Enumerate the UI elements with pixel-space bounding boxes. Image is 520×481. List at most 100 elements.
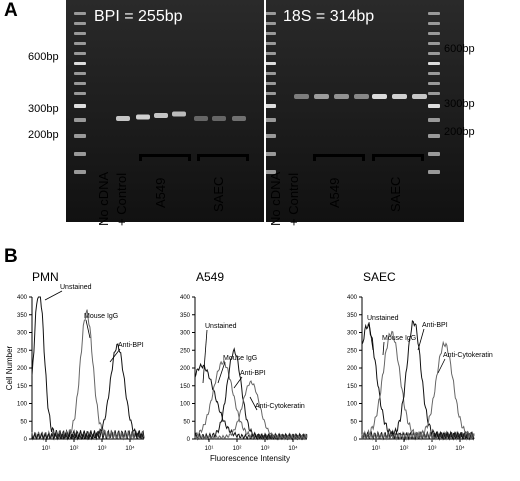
annotation-arrow (437, 358, 446, 374)
annotation-label: Unstained (367, 315, 399, 322)
bpi-band (232, 116, 246, 121)
histogram-curve (361, 320, 475, 441)
x-tick-label: 10¹ (372, 446, 381, 452)
annotation-arrow (85, 319, 91, 339)
y-tick-label: 150 (347, 384, 358, 390)
x-tick-label: 10¹ (42, 446, 51, 452)
annotation-arrow (44, 290, 63, 301)
y-tick-label: 400 (347, 295, 358, 301)
bpi-band (154, 113, 168, 118)
bracket-a549-left (139, 154, 191, 161)
annotation-arrow (109, 348, 121, 363)
ladder-label-200-right: 200bp (444, 126, 475, 138)
ladder-band (264, 152, 276, 156)
ladder-band (74, 152, 86, 156)
annotation-label: Mouse IgG (382, 335, 416, 342)
bpi-band (212, 116, 226, 121)
histogram-title-saec: SAEC (363, 270, 396, 284)
y-tick-label: 50 (183, 419, 190, 425)
18s-band (314, 94, 329, 99)
x-tick-label: 10¹ (205, 446, 214, 452)
histogram-curve (361, 340, 475, 441)
ladder-band (74, 72, 86, 75)
x-tick-label: 10² (233, 446, 242, 452)
18s-band (372, 94, 387, 99)
group-label-a549-right: A549 (327, 177, 342, 208)
ladder-band (74, 52, 86, 55)
annotation-label: Anti-BPI (422, 322, 448, 329)
y-tick-label: 0 (24, 437, 28, 443)
x-tick-label: 10⁴ (455, 445, 465, 452)
x-tick-label: 10³ (261, 446, 270, 452)
ladder-band (74, 22, 86, 25)
annotation-arrow (217, 361, 226, 384)
y-tick-label: 300 (17, 331, 28, 337)
histogram-curve (194, 359, 308, 441)
ladder-band (264, 170, 276, 174)
18s-band (334, 94, 349, 99)
y-tick-label: 200 (17, 366, 28, 372)
ladder-band (264, 22, 276, 25)
histogram-title-pmn: PMN (32, 270, 59, 284)
y-axis-label: Cell Number (5, 345, 14, 390)
annotation-arrow (382, 341, 385, 356)
y-tick-label: 0 (354, 437, 358, 443)
ladder-band (74, 92, 86, 95)
y-tick-label: 300 (347, 331, 358, 337)
annotation-arrow (417, 328, 425, 351)
x-tick-label: 10⁴ (125, 445, 135, 452)
ladder-band (428, 42, 440, 45)
ladder-band (428, 82, 440, 85)
y-tick-label: 200 (180, 366, 191, 372)
gel-bands (66, 0, 464, 222)
ladder-band (264, 134, 276, 138)
y-tick-label: 300 (180, 331, 191, 337)
bpi-band (172, 111, 186, 117)
ladder-band (74, 12, 86, 15)
ladder-band (428, 12, 440, 15)
bracket-saec-left (197, 154, 249, 161)
annotation-label: Mouse IgG (84, 313, 118, 320)
group-label-a549-left: A549 (153, 177, 168, 208)
annotation-label: Anti-BPI (240, 370, 266, 377)
annotation-label: Mouse IgG (223, 355, 257, 362)
lane-label-control-left: + Control (114, 172, 129, 226)
y-tick-label: 250 (347, 348, 358, 354)
ladder-label-300-left: 300bp (28, 103, 59, 115)
annotation-arrow (249, 396, 258, 411)
ladder-band (264, 118, 276, 122)
histogram-curve (31, 343, 145, 441)
ladder-band (428, 62, 440, 65)
y-tick-label: 350 (17, 313, 28, 319)
ladder-band (264, 92, 276, 95)
histogram-curve (195, 380, 308, 441)
bpi-title: BPI = 255bp (94, 8, 183, 25)
x-axis-label: Fluorescence Intensity (210, 454, 290, 463)
ladder-band (264, 32, 276, 35)
y-tick-label: 50 (350, 419, 357, 425)
y-tick-label: 150 (180, 384, 191, 390)
y-tick-label: 200 (347, 366, 358, 372)
panel-b-label: B (4, 246, 18, 267)
x-tick-label: 10³ (428, 446, 437, 452)
ladder-band (74, 104, 86, 108)
18s-band (354, 94, 369, 99)
ladder-band (74, 170, 86, 174)
annotation-label: Unstained (205, 323, 237, 330)
ladder-label-300-right: 300bp (444, 98, 475, 110)
ladder-band (264, 104, 276, 108)
x-tick-label: 10² (70, 446, 79, 452)
18s-band (412, 94, 427, 99)
bracket-saec-right (372, 154, 424, 161)
y-tick-label: 150 (17, 384, 28, 390)
ladder-band (264, 62, 276, 65)
ladder-band (74, 32, 86, 35)
ladder-band (428, 32, 440, 35)
bpi-band (194, 116, 208, 121)
flow-histograms: 0 50 100 150 200 250 300 350 400 10¹ 10² 10³ 10⁴ 0 50 1… (5, 284, 493, 463)
lane-label-no-cdna-left: No cDNA (96, 171, 111, 226)
ladder-band (264, 42, 276, 45)
bpi-band (136, 114, 150, 120)
y-tick-label: 100 (180, 402, 191, 408)
ladder-band (428, 134, 440, 138)
